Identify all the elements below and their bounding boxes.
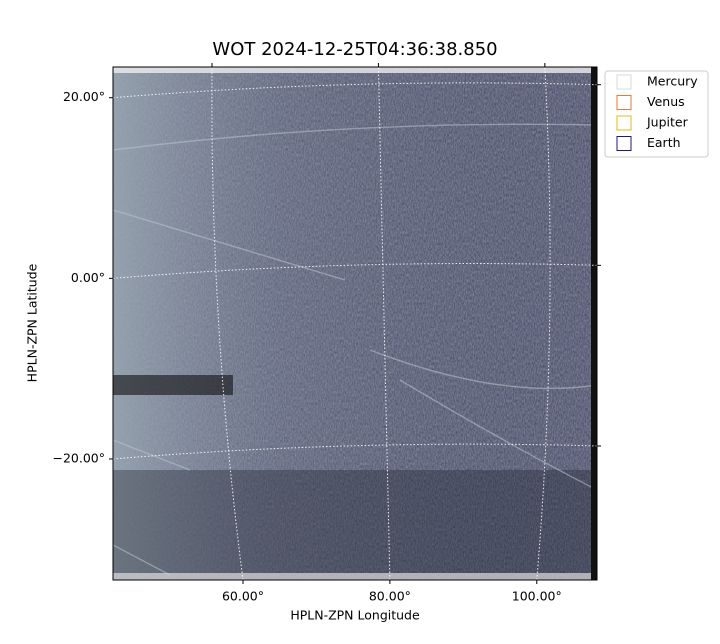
y-tick-label: 20.00° bbox=[63, 89, 105, 104]
legend-swatch bbox=[616, 74, 632, 90]
legend-swatch bbox=[616, 115, 632, 131]
legend bbox=[604, 70, 709, 158]
legend-swatch bbox=[616, 95, 632, 110]
y-axis-label: HPLN-ZPN Latitude bbox=[25, 263, 40, 382]
image bbox=[113, 67, 597, 580]
x-tick-label: 100.00° bbox=[512, 589, 562, 604]
legend-label: Earth bbox=[647, 135, 681, 150]
x-tick-label: 60.00° bbox=[222, 589, 264, 604]
grid-line bbox=[377, 66, 391, 581]
y-tick-label: 0.00° bbox=[71, 270, 105, 285]
grid-line bbox=[112, 82, 598, 99]
y-tick-label: −20.00° bbox=[52, 450, 105, 465]
grid-line bbox=[112, 443, 598, 460]
legend-label: Venus bbox=[647, 94, 685, 109]
grid-line bbox=[211, 66, 244, 581]
legend-label: Jupiter bbox=[646, 115, 689, 130]
chart-title: WOT 2024-12-25T04:36:38.850 bbox=[212, 39, 497, 60]
grid-line bbox=[536, 66, 551, 581]
legend-swatch bbox=[616, 136, 632, 151]
x-axis-label: HPLN-ZPN Longitude bbox=[290, 608, 420, 623]
x-tick-label: 80.00° bbox=[369, 589, 411, 604]
grid-line bbox=[112, 263, 598, 279]
plot-frame bbox=[112, 66, 598, 581]
legend-label: Mercury bbox=[647, 74, 698, 89]
